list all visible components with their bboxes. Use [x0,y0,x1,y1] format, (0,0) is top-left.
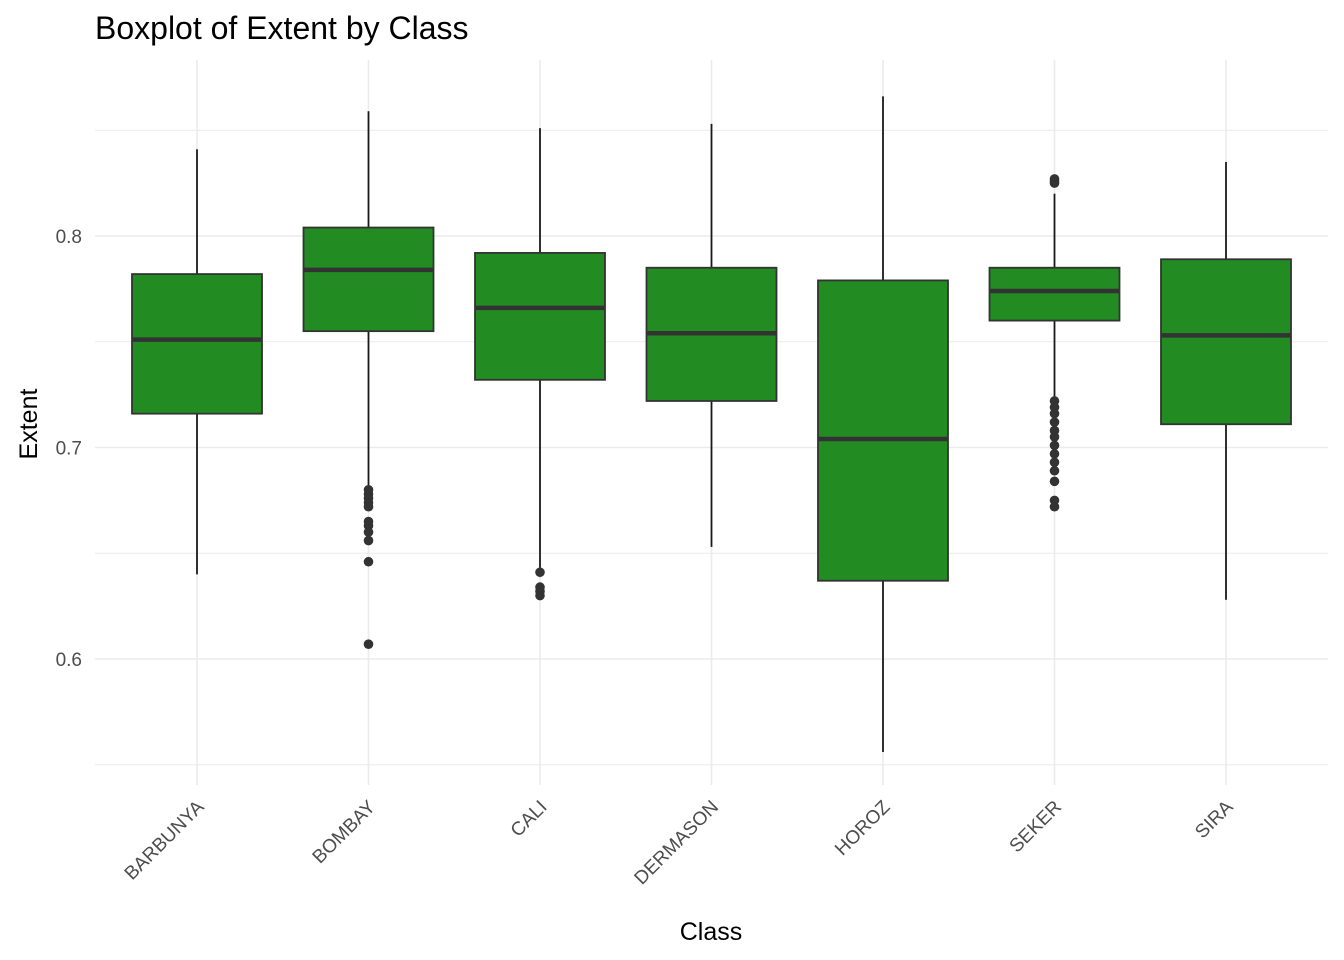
y-tick-label: 0.8 [56,227,82,248]
outlier-point [1049,465,1060,476]
outlier-point [363,527,374,537]
box-barbunya [131,149,263,575]
y-axis-tick-labels: 0.6 0.7 0.8 [56,227,82,671]
outlier-point [1049,417,1060,427]
box-horoz [817,96,949,753]
box-bombay [302,111,435,649]
box-sira [1160,161,1292,600]
x-tick-label: CALI [507,797,552,842]
x-axis-tick-labels: BARBUNYA BOMBAY CALI DERMASON HOROZ SEKER SIRA [121,796,1238,889]
outlier-point [535,590,545,601]
outlier-point [1049,501,1060,512]
iqr-box [131,273,263,415]
x-tick-label: BOMBAY [309,796,381,868]
outlier-point [1049,440,1060,451]
outlier-point [1049,408,1060,419]
x-axis-title: Class [680,918,743,946]
outlier-point [1049,178,1060,188]
outlier-point [363,535,374,546]
iqr-box [988,266,1121,322]
box-dermason [645,123,778,547]
x-tick-label: HOROZ [831,796,895,860]
outlier-point [363,501,374,512]
y-tick-label: 0.7 [56,439,82,460]
outlier-point [363,639,374,649]
chart-title: Boxplot of Extent by Class [95,10,469,46]
outlier-point [363,556,374,567]
iqr-box [474,252,606,381]
outlier-point [1049,432,1060,442]
x-tick-label: DERMASON [631,797,723,889]
box-seker [988,174,1121,512]
outlier-point [1049,476,1060,487]
outlier-point [1049,449,1060,459]
box-cali [474,128,606,601]
iqr-box [302,226,435,333]
x-tick-label: BARBUNYA [121,796,209,884]
x-tick-label: SIRA [1191,796,1237,842]
y-tick-label: 0.6 [56,650,82,671]
y-axis-title: Extent [15,389,43,460]
outlier-point [535,567,545,578]
boxes [131,96,1292,753]
iqr-box [1160,258,1292,426]
iqr-box [817,279,949,582]
x-tick-label: SEKER [1006,797,1066,857]
outlier-point [1049,457,1060,468]
